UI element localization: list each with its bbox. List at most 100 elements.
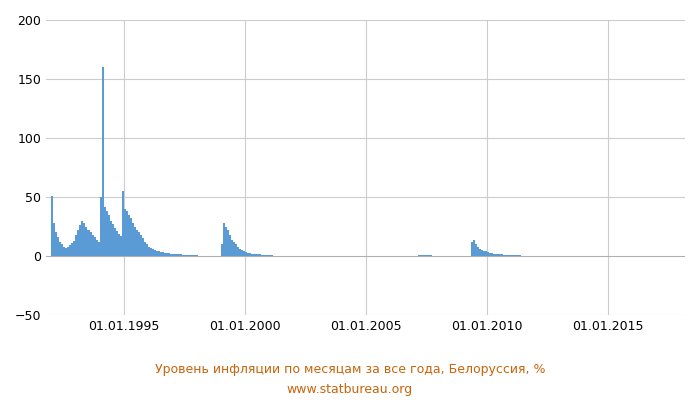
Bar [53,223,55,256]
Bar [97,242,99,256]
Text: Уровень инфляции по месяцам за все года, Белоруссия, %: Уровень инфляции по месяцам за все года,… [155,364,545,376]
Bar [172,254,174,256]
Bar [156,251,158,256]
Bar [497,254,498,256]
Bar [150,248,152,256]
Bar [267,255,269,256]
Bar [144,242,146,256]
Bar [94,237,95,256]
Bar [507,255,509,256]
Bar [90,232,92,256]
Bar [479,249,481,256]
Bar [113,228,116,256]
Bar [234,244,237,256]
Bar [253,254,255,256]
Bar [481,250,482,256]
Bar [227,230,229,256]
Bar [505,255,507,256]
Bar [112,224,113,256]
Bar [513,255,515,256]
Bar [237,247,239,256]
Bar [154,250,156,256]
Bar [241,250,243,256]
Bar [92,235,94,256]
Bar [243,251,245,256]
Bar [168,253,170,256]
Bar [503,255,505,256]
Bar [164,252,166,256]
Bar [190,255,192,256]
Bar [475,244,477,256]
Bar [265,255,267,256]
Bar [246,252,248,256]
Bar [152,249,154,256]
Bar [55,232,57,256]
Bar [482,251,484,256]
Bar [500,254,503,256]
Bar [223,223,225,256]
Bar [126,211,128,256]
Bar [511,255,513,256]
Bar [257,254,259,256]
Bar [166,253,168,256]
Bar [69,246,71,256]
Bar [509,255,511,256]
Bar [122,191,124,256]
Bar [132,223,134,256]
Bar [182,254,184,256]
Bar [225,226,227,256]
Bar [142,238,144,256]
Bar [95,240,97,256]
Bar [57,237,60,256]
Bar [229,235,230,256]
Bar [65,248,67,256]
Bar [251,254,253,256]
Bar [477,247,479,256]
Bar [62,244,63,256]
Bar [76,235,78,256]
Bar [493,254,495,256]
Text: www.statbureau.org: www.statbureau.org [287,384,413,396]
Bar [230,240,232,256]
Bar [498,254,500,256]
Bar [130,218,132,256]
Bar [470,242,473,256]
Bar [255,254,257,256]
Bar [178,254,180,256]
Bar [134,226,136,256]
Bar [67,247,69,256]
Bar [110,221,112,256]
Bar [180,254,182,256]
Bar [484,251,486,256]
Bar [51,196,53,256]
Bar [118,234,120,256]
Bar [104,206,106,256]
Bar [158,251,160,256]
Bar [78,230,79,256]
Bar [174,254,176,256]
Bar [232,242,234,256]
Bar [248,253,251,256]
Bar [239,249,241,256]
Bar [261,255,263,256]
Bar [102,67,104,256]
Bar [186,255,188,256]
Bar [140,235,142,256]
Bar [188,255,190,256]
Bar [162,252,164,256]
Bar [259,254,261,256]
Bar [71,243,74,256]
Bar [136,230,138,256]
Bar [146,244,148,256]
Bar [83,223,85,256]
Bar [85,226,88,256]
Bar [269,255,271,256]
Bar [63,247,65,256]
Bar [170,254,172,256]
Bar [245,252,246,256]
Bar [263,255,265,256]
Bar [495,254,497,256]
Bar [88,230,90,256]
Bar [79,226,81,256]
Bar [184,255,186,256]
